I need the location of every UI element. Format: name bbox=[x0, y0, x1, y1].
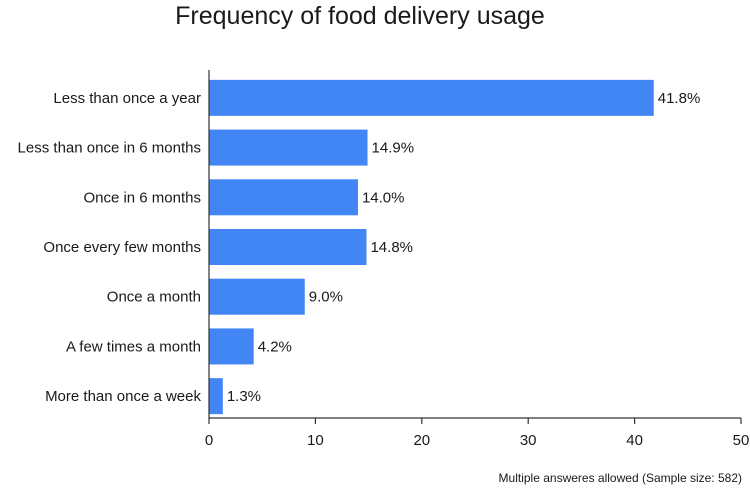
x-ticks: 0 10 20 30 40 50 bbox=[205, 418, 750, 449]
value-labels: 41.8% 14.9% 14.0% 14.8% 9.0% 4.2% 1.3% bbox=[227, 90, 700, 405]
category-label: Less than once a year bbox=[53, 90, 201, 107]
bar bbox=[209, 328, 254, 365]
value-label: 4.2% bbox=[258, 338, 292, 355]
value-label: 14.0% bbox=[362, 189, 405, 206]
x-tick-label: 10 bbox=[307, 432, 324, 449]
x-tick-label: 0 bbox=[205, 432, 213, 449]
category-label: Once a month bbox=[107, 289, 201, 306]
bar bbox=[209, 79, 654, 116]
x-tick-label: 40 bbox=[626, 432, 643, 449]
x-tick-label: 30 bbox=[520, 432, 537, 449]
footnote: Multiple answeres allowed (Sample size: … bbox=[498, 471, 742, 485]
x-tick-label: 20 bbox=[413, 432, 430, 449]
bar bbox=[209, 229, 367, 265]
category-label: More than once a week bbox=[45, 388, 201, 405]
axes bbox=[208, 70, 741, 419]
bar bbox=[209, 179, 358, 216]
x-tick-label: 50 bbox=[733, 432, 750, 449]
bars-group bbox=[209, 79, 654, 415]
value-label: 41.8% bbox=[658, 90, 701, 107]
category-label: Less than once in 6 months bbox=[18, 140, 201, 157]
category-labels: Less than once a year Less than once in 6… bbox=[18, 90, 202, 405]
value-label: 1.3% bbox=[227, 388, 261, 405]
bar bbox=[209, 129, 368, 166]
chart-title: Frequency of food delivery usage bbox=[175, 2, 545, 30]
category-label: A few times a month bbox=[66, 338, 201, 355]
bar bbox=[209, 278, 305, 315]
bar bbox=[209, 378, 223, 415]
category-label: Once in 6 months bbox=[83, 189, 201, 206]
category-label: Once every few months bbox=[43, 239, 201, 256]
value-label: 14.9% bbox=[372, 140, 415, 157]
value-label: 14.8% bbox=[370, 239, 413, 256]
value-label: 9.0% bbox=[309, 289, 343, 306]
